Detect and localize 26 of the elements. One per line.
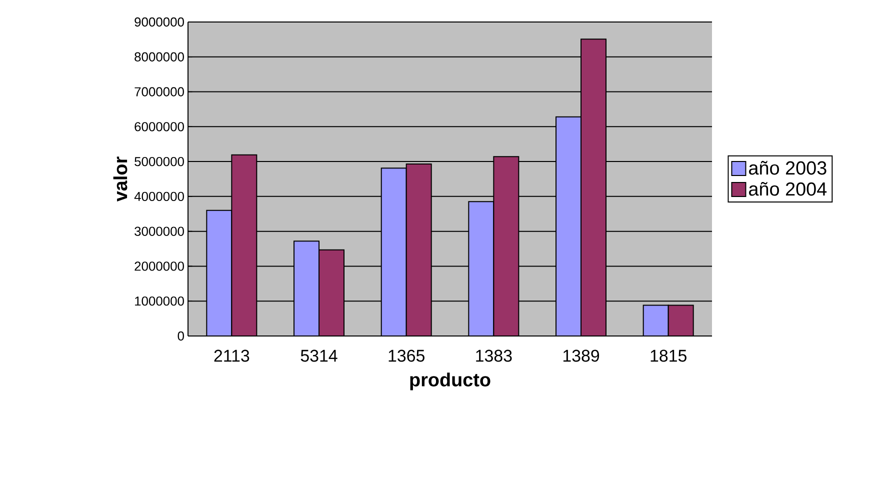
y-tick-label: 9000000 <box>134 17 184 27</box>
y-axis-title: valor <box>113 156 128 202</box>
x-axis-title: producto <box>410 372 490 390</box>
x-tick-label: 1389 <box>563 350 600 362</box>
bar <box>493 156 520 336</box>
bar <box>406 163 432 336</box>
y-tick-label: 3000000 <box>134 226 184 236</box>
bar <box>580 38 607 336</box>
y-tick-label: 2000000 <box>134 262 184 271</box>
x-tick-label: 1365 <box>388 350 424 362</box>
bar <box>231 154 258 336</box>
bar <box>318 249 345 336</box>
bar <box>668 304 694 336</box>
y-tick-label: 0 <box>178 331 184 341</box>
x-tick-label: 1383 <box>476 350 512 362</box>
x-tick-label: 1815 <box>650 350 686 362</box>
y-tick-label: 7000000 <box>134 87 184 96</box>
legend-label: año 2004 <box>749 182 827 196</box>
x-tick-label: 5314 <box>300 350 338 362</box>
y-tick-label: 6000000 <box>134 122 184 132</box>
legend-label: año 2003 <box>749 160 826 175</box>
y-tick-label: 8000000 <box>134 52 184 62</box>
y-tick-label: 5000000 <box>134 156 184 166</box>
y-tick-label: 4000000 <box>134 192 184 202</box>
y-tick-label: 1000000 <box>135 296 184 306</box>
x-tick-label: 2113 <box>214 350 250 362</box>
